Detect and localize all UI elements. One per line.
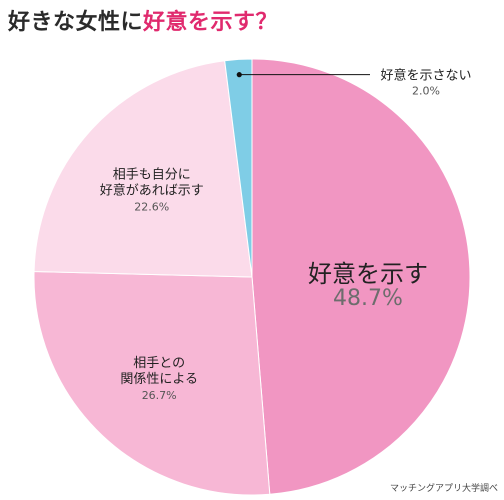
leader-dot-no-affection xyxy=(236,72,242,78)
slice-value-if-mutual: 22.6% xyxy=(134,200,169,213)
pie-slice-depends-on-relationship xyxy=(33,271,271,496)
slice-label-depends-on-relationship-line2: 関係性による xyxy=(120,372,198,387)
slice-value-depends-on-relationship: 26.7% xyxy=(142,389,177,402)
pie-slice-show-affection xyxy=(251,58,471,495)
slice-label-if-mutual-line2: 好意があれば示す xyxy=(100,182,204,198)
pie-slice-no-affection xyxy=(224,58,253,278)
page-title: 好きな女性に好意を示す？ xyxy=(8,4,278,36)
title-part1: 好きな女性に xyxy=(8,10,144,35)
slice-label-no-affection: 好意を示さない xyxy=(380,68,471,84)
slice-value-no-affection: 2.0% xyxy=(412,85,440,98)
slice-label-depends-on-relationship-line1: 相手との xyxy=(133,356,185,371)
slice-label-if-mutual-line1: 相手も自分に xyxy=(113,167,191,182)
title-part2: 好意を示す？ xyxy=(143,10,279,35)
source-credit: マッチングアプリ大学調べ xyxy=(389,484,498,494)
slice-value-show-affection: 48.7% xyxy=(333,286,403,311)
slice-label-show-affection: 好意を示す xyxy=(308,260,428,288)
pie-slice-if-mutual xyxy=(33,60,253,278)
